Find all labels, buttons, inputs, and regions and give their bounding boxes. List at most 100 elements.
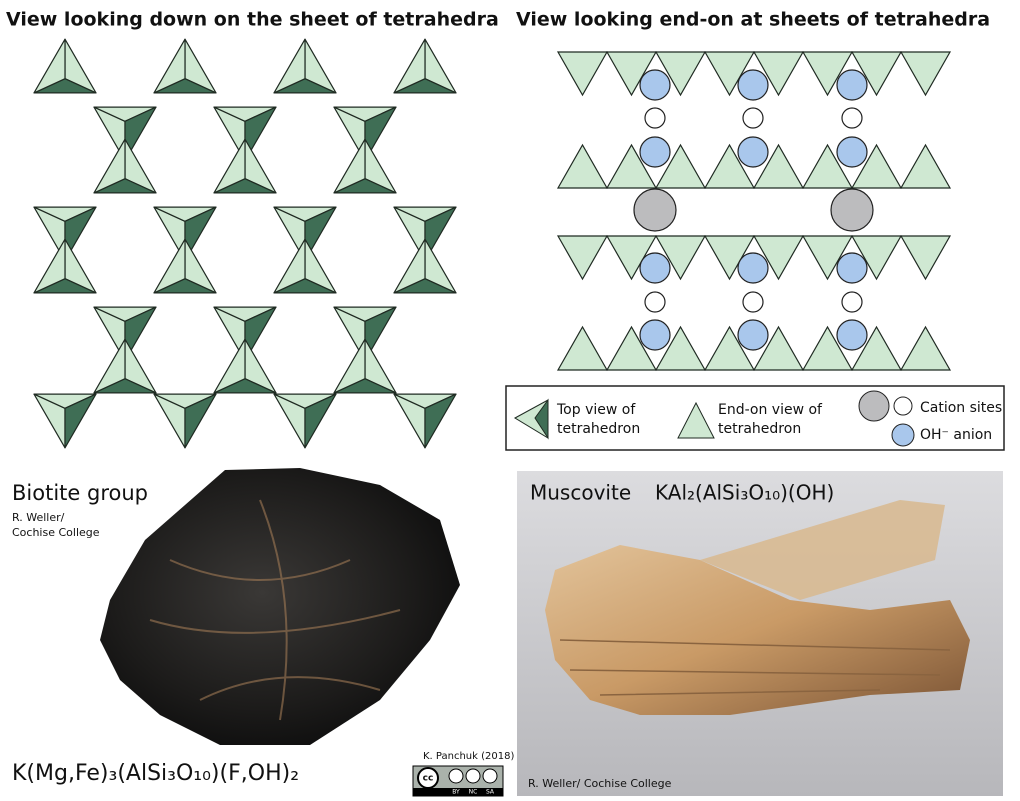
end-on-tetrahedron <box>703 143 756 189</box>
legend-text: tetrahedron <box>557 421 640 437</box>
cation-site-large <box>633 188 677 232</box>
end-on-tetrahedron <box>801 51 854 97</box>
cation-site-small <box>644 107 666 129</box>
oh-anion <box>836 252 868 284</box>
cation-site-small <box>644 291 666 313</box>
cation-site-small <box>742 107 764 129</box>
oh-anion <box>639 319 671 351</box>
legend-top-view-dark <box>534 398 549 440</box>
cation-site-small <box>742 291 764 313</box>
cc-text: cc <box>423 774 434 784</box>
muscovite-photo <box>545 545 970 715</box>
legend-end-view-icon <box>677 401 715 439</box>
end-on-tetrahedron <box>850 235 903 281</box>
end-on-tetrahedron <box>899 143 952 189</box>
tetrahedron-facet <box>424 393 457 449</box>
oh-anion <box>836 319 868 351</box>
legend-icons <box>513 390 915 447</box>
license-author: K. Panchuk (2018) <box>423 751 514 762</box>
biotite-veins <box>149 499 401 721</box>
legend-text: End-on view of <box>718 402 823 418</box>
tetrahedron-facet <box>153 38 186 94</box>
oh-anion <box>737 136 769 168</box>
tetrahedron-facet <box>393 38 426 94</box>
top-view-sheet <box>33 38 457 449</box>
tetrahedron-facet <box>33 238 66 294</box>
cation-site-large <box>830 188 874 232</box>
by-icon <box>448 768 464 784</box>
muscovite-credit: R. Weller/ Cochise College <box>528 777 672 790</box>
tetrahedron-facet <box>153 238 186 294</box>
tetrahedron-facet <box>213 138 246 194</box>
tetrahedron-facet <box>304 393 337 449</box>
oh-anion <box>737 319 769 351</box>
tetrahedron-facet <box>333 338 366 394</box>
end-on-tetrahedron <box>850 51 903 97</box>
end-on-tetrahedron <box>654 51 707 97</box>
legend-text: tetrahedron <box>718 421 801 437</box>
legend-text: Cation sites <box>920 400 1002 416</box>
muscovite-name: Muscovite <box>530 481 631 505</box>
oh-anion <box>737 252 769 284</box>
end-on-tetrahedron <box>752 325 805 371</box>
end-on-tetrahedron <box>899 235 952 281</box>
end-on-tetrahedron <box>801 325 854 371</box>
end-on-tetrahedron <box>605 325 658 371</box>
end-on-tetrahedron <box>556 325 609 371</box>
end-on-tetrahedron <box>654 325 707 371</box>
oh-anion <box>639 252 671 284</box>
end-on-tetrahedron <box>556 51 609 97</box>
left-title: View looking down on the sheet of tetrah… <box>6 9 499 31</box>
legend-anion <box>891 423 915 447</box>
end-on-tetrahedron <box>850 143 903 189</box>
tetrahedron-facet <box>393 238 426 294</box>
biotite-name: Biotite group <box>12 481 148 505</box>
end-on-tetrahedron <box>556 143 609 189</box>
legend-text: OH⁻ anion <box>920 427 992 443</box>
end-on-tetrahedron <box>654 235 707 281</box>
tetrahedron-facet <box>333 138 366 194</box>
end-view-sheets <box>556 51 952 371</box>
nc-icon <box>465 768 481 784</box>
tetrahedron-facet <box>93 138 126 194</box>
biotite-formula: K(Mg,Fe)₃(AlSi₃O₁₀)(F,OH)₂ <box>12 761 299 786</box>
end-on-tetrahedron <box>703 51 756 97</box>
cation-site-small <box>841 291 863 313</box>
tetrahedron-facet <box>213 338 246 394</box>
end-on-tetrahedron <box>605 51 658 97</box>
legend-cation-small <box>893 396 913 416</box>
end-on-tetrahedron <box>850 325 903 371</box>
muscovite-flake <box>700 500 945 600</box>
tetrahedron-facet <box>184 393 217 449</box>
legend-text: Top view of <box>556 402 636 418</box>
end-on-tetrahedron <box>752 143 805 189</box>
oh-anion <box>836 69 868 101</box>
nc-text: NC <box>469 789 478 796</box>
by-text: BY <box>452 789 460 796</box>
sa-icon <box>482 768 498 784</box>
right-title: View looking end-on at sheets of tetrahe… <box>516 9 990 31</box>
end-on-tetrahedron <box>556 235 609 281</box>
end-on-tetrahedron <box>801 235 854 281</box>
cc-circle <box>417 767 439 789</box>
legend-box <box>505 385 1005 451</box>
oh-anion <box>836 136 868 168</box>
end-on-tetrahedron <box>654 143 707 189</box>
tetrahedron-facet <box>33 38 66 94</box>
end-on-tetrahedron <box>899 325 952 371</box>
tetrahedron-facet <box>273 38 306 94</box>
biotite-credit: R. Weller/ <box>12 511 65 524</box>
end-on-tetrahedron <box>605 143 658 189</box>
oh-anion <box>737 69 769 101</box>
license-badge-strip <box>413 788 503 796</box>
end-on-tetrahedron <box>899 51 952 97</box>
biotite-photo <box>100 468 460 745</box>
end-on-tetrahedron <box>801 143 854 189</box>
end-on-tetrahedron <box>752 51 805 97</box>
oh-anion <box>639 136 671 168</box>
tetrahedron-facet <box>64 393 97 449</box>
end-on-tetrahedron <box>703 325 756 371</box>
oh-anion <box>639 69 671 101</box>
sa-text: SA <box>486 789 495 796</box>
